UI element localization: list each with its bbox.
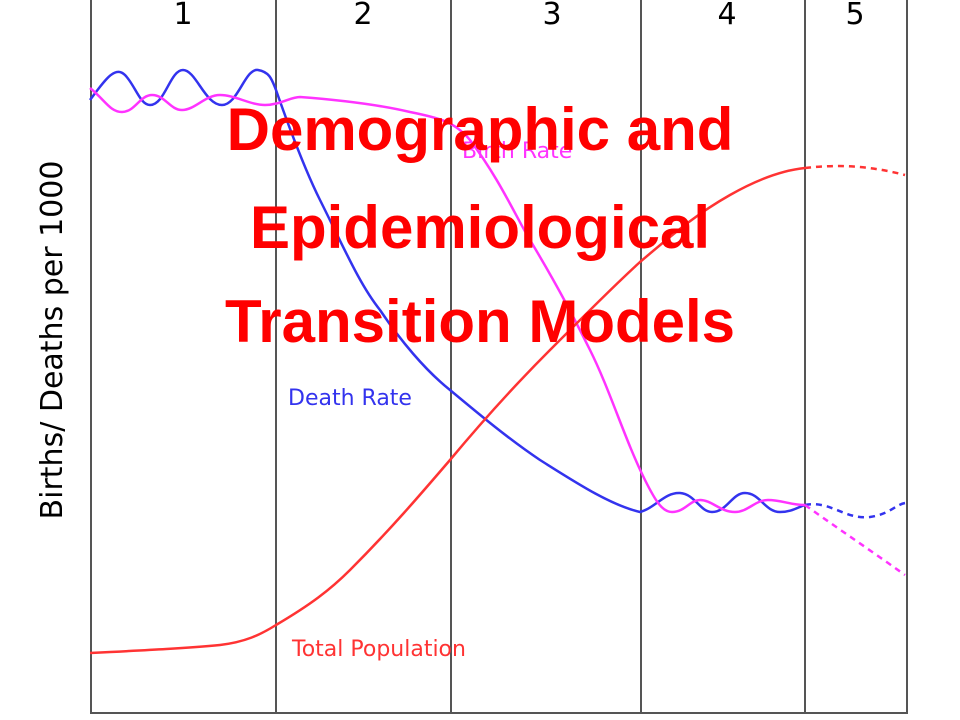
death-rate-curve [88, 68, 806, 514]
population-projection [804, 164, 906, 177]
stage-dividers [90, 0, 908, 714]
death-rate-projection [804, 501, 906, 519]
stage-label: 3 [542, 0, 561, 32]
stage-labels: 1 2 3 4 5 [173, 0, 864, 32]
title-line: Epidemiological [250, 194, 710, 261]
stage-label: 1 [173, 0, 192, 32]
stage-label: 5 [845, 0, 864, 32]
death-rate-label: Death Rate [288, 386, 412, 411]
birth-rate-curve [89, 87, 806, 514]
stage-label: 2 [353, 0, 372, 32]
stage-label: 4 [717, 0, 736, 32]
population-label: Total Population [291, 637, 466, 662]
title-line: Demographic and [227, 96, 734, 163]
title-line: Transition Models [225, 288, 735, 355]
birth-rate-projection [804, 503, 906, 577]
birth-rate-label: Birth Rate [462, 139, 572, 164]
y-axis-label: Births/ Deaths per 1000 [35, 161, 70, 520]
population-curve [89, 166, 806, 655]
